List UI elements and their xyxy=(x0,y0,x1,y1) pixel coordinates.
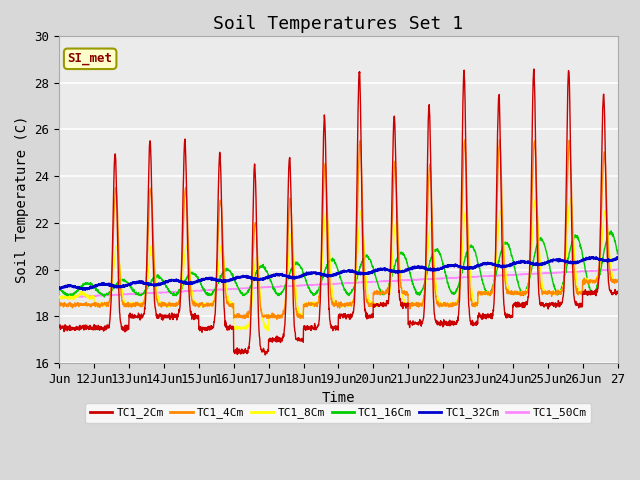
Legend: TC1_2Cm, TC1_4Cm, TC1_8Cm, TC1_16Cm, TC1_32Cm, TC1_50Cm: TC1_2Cm, TC1_4Cm, TC1_8Cm, TC1_16Cm, TC1… xyxy=(85,403,591,423)
Text: SI_met: SI_met xyxy=(68,52,113,65)
Y-axis label: Soil Temperature (C): Soil Temperature (C) xyxy=(15,116,29,283)
Title: Soil Temperatures Set 1: Soil Temperatures Set 1 xyxy=(213,15,463,33)
X-axis label: Time: Time xyxy=(322,391,355,405)
